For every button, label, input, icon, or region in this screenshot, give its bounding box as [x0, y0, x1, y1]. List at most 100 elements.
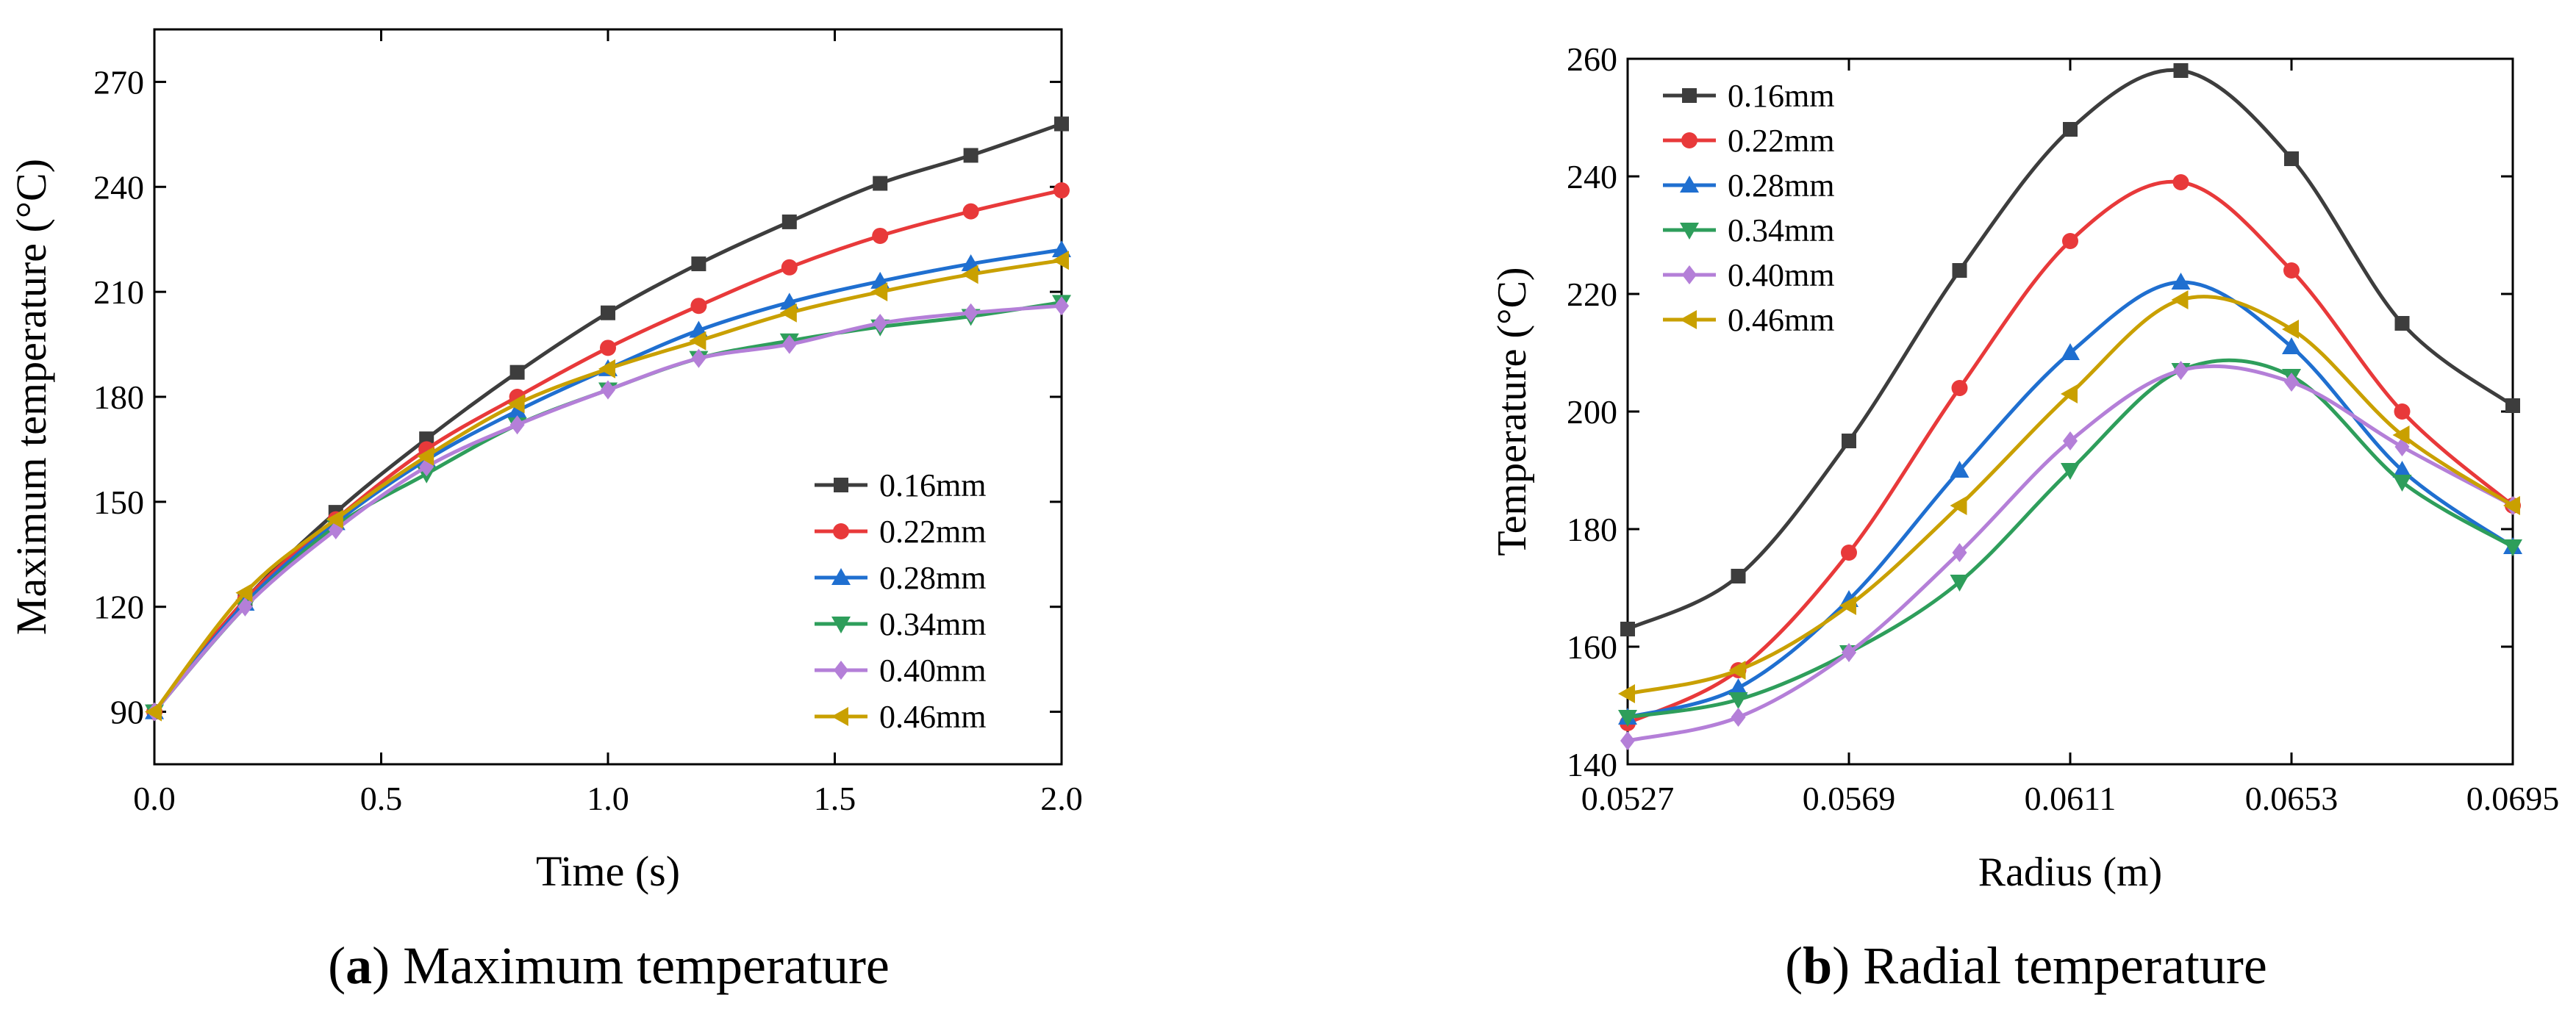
chart-radial-temperature: 0.0527 0.0569 0.0611 0.0653 0.0695 140 160 180 2… — [1489, 40, 2559, 895]
y-tick-label: 150 — [93, 484, 144, 521]
data-point — [507, 401, 527, 419]
legend-label: 0.16mm — [879, 467, 986, 503]
data-point — [1731, 708, 1746, 727]
data-point — [2283, 262, 2300, 279]
x-tick-label: 1.5 — [814, 780, 856, 817]
data-point — [1053, 182, 1070, 199]
data-point — [509, 364, 525, 380]
y-tick-label: 90 — [110, 694, 144, 731]
data-point — [872, 227, 889, 244]
data-point — [2503, 539, 2522, 556]
legend-swatch-marker — [1680, 223, 1699, 240]
data-point — [1952, 263, 1967, 278]
legend-label: 0.28mm — [879, 560, 986, 596]
series-0.16mm — [1620, 63, 2520, 636]
data-point — [145, 702, 162, 722]
chart-maximum-temperature: 0.0 0.5 1.0 1.5 2.0 90 120 150 180 210 240 270 Time … — [7, 28, 1083, 895]
y-axis-label: Maximum temperature (°C) — [7, 159, 55, 635]
data-point — [2284, 151, 2299, 166]
data-point — [601, 305, 615, 320]
data-point — [1950, 575, 1969, 592]
x-tick-label: 0.5 — [360, 780, 403, 817]
data-point — [2172, 174, 2189, 190]
data-point — [600, 340, 616, 356]
caption-b: (b) Radial temperature — [1785, 936, 2267, 995]
series-line — [153, 188, 1062, 714]
y-tick-label: 120 — [93, 589, 144, 626]
data-point — [2392, 461, 2412, 478]
y-tick-label: 160 — [1567, 628, 1617, 666]
legend-label: 0.22mm — [879, 514, 986, 550]
legend: 0.16mm 0.22mm 0.28mm 0.34mm 0.40mm 0.46mm — [1663, 78, 1834, 338]
legend-label: 0.16mm — [1728, 78, 1834, 114]
y-tick-label: 180 — [1567, 511, 1617, 548]
x-axis-label: Radius (m) — [1978, 850, 2162, 895]
legend-label: 0.22mm — [1728, 123, 1834, 159]
y-tick-label: 270 — [93, 63, 144, 101]
data-point — [2392, 425, 2410, 445]
data-point — [1054, 116, 1069, 132]
data-point — [690, 298, 707, 315]
data-point — [689, 331, 706, 351]
data-point — [963, 303, 978, 323]
data-point — [963, 148, 978, 163]
data-point — [2061, 384, 2078, 403]
data-point — [1620, 731, 1635, 750]
data-point — [2062, 233, 2078, 249]
y-tick-label: 240 — [93, 168, 144, 206]
data-point — [1054, 296, 1069, 316]
data-point — [1951, 380, 1968, 396]
data-point — [781, 214, 797, 229]
data-point — [2394, 316, 2410, 331]
data-point — [2171, 290, 2189, 309]
data-point — [2284, 373, 2299, 392]
y-tick-label: 200 — [1567, 393, 1617, 431]
data-point — [2063, 122, 2078, 137]
data-point — [2505, 398, 2520, 413]
data-point — [781, 259, 798, 276]
series-0.46mm — [145, 251, 1069, 722]
y-axis-label: Temperature (°C) — [1489, 267, 1535, 556]
data-point — [2282, 337, 2301, 354]
data-point — [1618, 684, 1635, 703]
data-point — [507, 394, 525, 414]
legend-swatch-marker — [1681, 132, 1697, 148]
legend-swatch-marker — [831, 707, 848, 726]
data-point — [2173, 361, 2189, 380]
legend-swatch-marker — [831, 617, 851, 633]
data-point — [873, 176, 888, 191]
data-point — [873, 314, 888, 333]
legend-label: 0.46mm — [879, 699, 986, 735]
series-line — [153, 304, 1062, 714]
data-point — [2061, 343, 2080, 360]
y-tick-label: 240 — [1567, 158, 1617, 195]
data-point — [1839, 596, 1856, 615]
data-point — [1842, 434, 1856, 448]
legend-label: 0.34mm — [1728, 212, 1834, 248]
caption-a-text: Maximum temperature — [403, 936, 890, 995]
data-point — [2063, 431, 2078, 450]
x-tick-label: 0.0527 — [1581, 780, 1675, 817]
data-point — [2503, 496, 2520, 515]
y-tick-label: 260 — [1567, 40, 1617, 78]
x-tick-label: 0.0611 — [2025, 780, 2117, 817]
legend-swatch-marker — [833, 523, 849, 539]
legend-label: 0.40mm — [879, 653, 986, 689]
caption-a-label: a — [346, 936, 372, 995]
data-point — [691, 256, 706, 272]
legend-label: 0.46mm — [1728, 302, 1834, 338]
data-point — [779, 303, 797, 323]
legend-swatch-marker — [831, 568, 851, 585]
data-point — [2061, 463, 2080, 480]
data-point — [1731, 569, 1746, 583]
legend-label: 0.34mm — [879, 606, 986, 642]
x-tick-label: 0.0569 — [1803, 780, 1896, 817]
data-point — [326, 509, 343, 529]
x-tick-label: 2.0 — [1040, 780, 1083, 817]
legend-swatch-marker — [834, 478, 848, 492]
y-tick-label: 220 — [1567, 276, 1617, 313]
data-point — [2173, 63, 2189, 78]
data-point — [962, 203, 979, 220]
y-tick-label: 210 — [93, 273, 144, 311]
